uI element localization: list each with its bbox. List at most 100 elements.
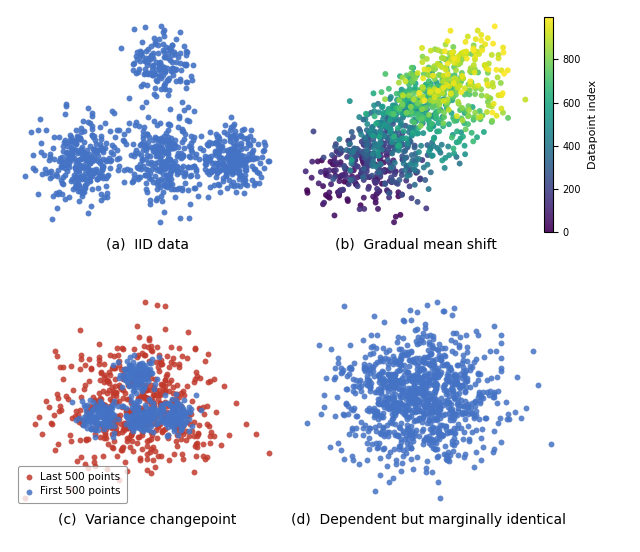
Point xyxy=(398,316,408,325)
Point xyxy=(390,103,401,112)
Point xyxy=(147,53,157,62)
Point xyxy=(394,397,404,406)
Point xyxy=(422,160,433,169)
First 500 points xyxy=(187,422,197,431)
Point xyxy=(226,160,236,169)
Point xyxy=(379,129,389,138)
Point xyxy=(364,131,374,140)
Last 500 points xyxy=(133,394,143,402)
Point xyxy=(448,93,458,102)
Point xyxy=(236,131,246,140)
Point xyxy=(420,400,431,409)
Point xyxy=(104,153,114,162)
Last 500 points xyxy=(170,405,180,414)
First 500 points xyxy=(155,410,165,418)
Point xyxy=(472,392,483,401)
Point xyxy=(319,402,329,411)
Point xyxy=(376,389,386,398)
Point xyxy=(364,360,374,369)
Last 500 points xyxy=(127,408,137,417)
Point xyxy=(387,177,397,186)
Point xyxy=(396,345,406,354)
Point xyxy=(358,193,369,202)
Last 500 points xyxy=(86,364,97,373)
Point xyxy=(131,146,141,155)
Point xyxy=(166,134,177,142)
First 500 points xyxy=(164,400,175,409)
Point xyxy=(339,172,349,181)
Point xyxy=(474,415,484,423)
First 500 points xyxy=(169,407,179,416)
Point xyxy=(455,51,465,60)
Last 500 points xyxy=(172,431,182,439)
Point xyxy=(349,389,360,398)
Point xyxy=(418,85,428,94)
Point xyxy=(70,162,81,171)
Point xyxy=(45,152,55,161)
Point xyxy=(415,365,425,374)
Point xyxy=(375,155,385,164)
Point xyxy=(200,152,210,161)
Point xyxy=(442,454,452,463)
Point xyxy=(166,161,177,170)
Point xyxy=(520,95,531,104)
Point xyxy=(390,400,400,408)
Point xyxy=(417,52,428,61)
Point xyxy=(387,138,397,147)
First 500 points xyxy=(93,426,103,434)
First 500 points xyxy=(164,414,174,423)
Point xyxy=(414,407,424,416)
Point xyxy=(412,388,422,397)
Point xyxy=(177,127,187,136)
Point xyxy=(446,412,456,421)
Point xyxy=(436,393,446,402)
Point xyxy=(435,353,445,362)
Point xyxy=(57,153,67,162)
Point xyxy=(383,155,393,164)
Point xyxy=(221,163,231,172)
Point xyxy=(453,60,463,69)
Point xyxy=(230,145,240,154)
Point xyxy=(450,428,460,437)
Point xyxy=(164,168,175,177)
Point xyxy=(439,351,449,359)
First 500 points xyxy=(148,413,158,422)
Point xyxy=(495,413,505,422)
First 500 points xyxy=(135,359,145,368)
Point xyxy=(170,135,180,144)
Point xyxy=(236,139,246,148)
Point xyxy=(477,442,488,451)
Point xyxy=(385,357,396,365)
Point xyxy=(70,173,81,182)
Point xyxy=(397,73,408,82)
Point xyxy=(410,383,420,392)
Point xyxy=(375,129,385,137)
Point xyxy=(49,132,59,141)
Last 500 points xyxy=(172,442,182,450)
Point xyxy=(362,151,372,160)
Point xyxy=(393,139,403,148)
First 500 points xyxy=(143,413,154,422)
Point xyxy=(408,380,419,389)
Point xyxy=(343,136,353,145)
First 500 points xyxy=(137,419,147,428)
Point xyxy=(499,48,509,57)
First 500 points xyxy=(163,411,173,420)
Point xyxy=(447,387,458,396)
Point xyxy=(392,431,403,440)
Point xyxy=(181,46,191,55)
Last 500 points xyxy=(94,420,104,429)
Last 500 points xyxy=(116,446,127,455)
Point xyxy=(377,179,387,188)
Point xyxy=(354,113,364,121)
Point xyxy=(373,384,383,393)
First 500 points xyxy=(129,378,140,386)
Last 500 points xyxy=(189,378,200,387)
Last 500 points xyxy=(200,356,211,365)
Point xyxy=(163,139,173,147)
First 500 points xyxy=(137,384,147,392)
Point xyxy=(133,175,143,184)
Point xyxy=(26,128,36,137)
Point xyxy=(460,408,470,417)
Point xyxy=(429,96,439,105)
